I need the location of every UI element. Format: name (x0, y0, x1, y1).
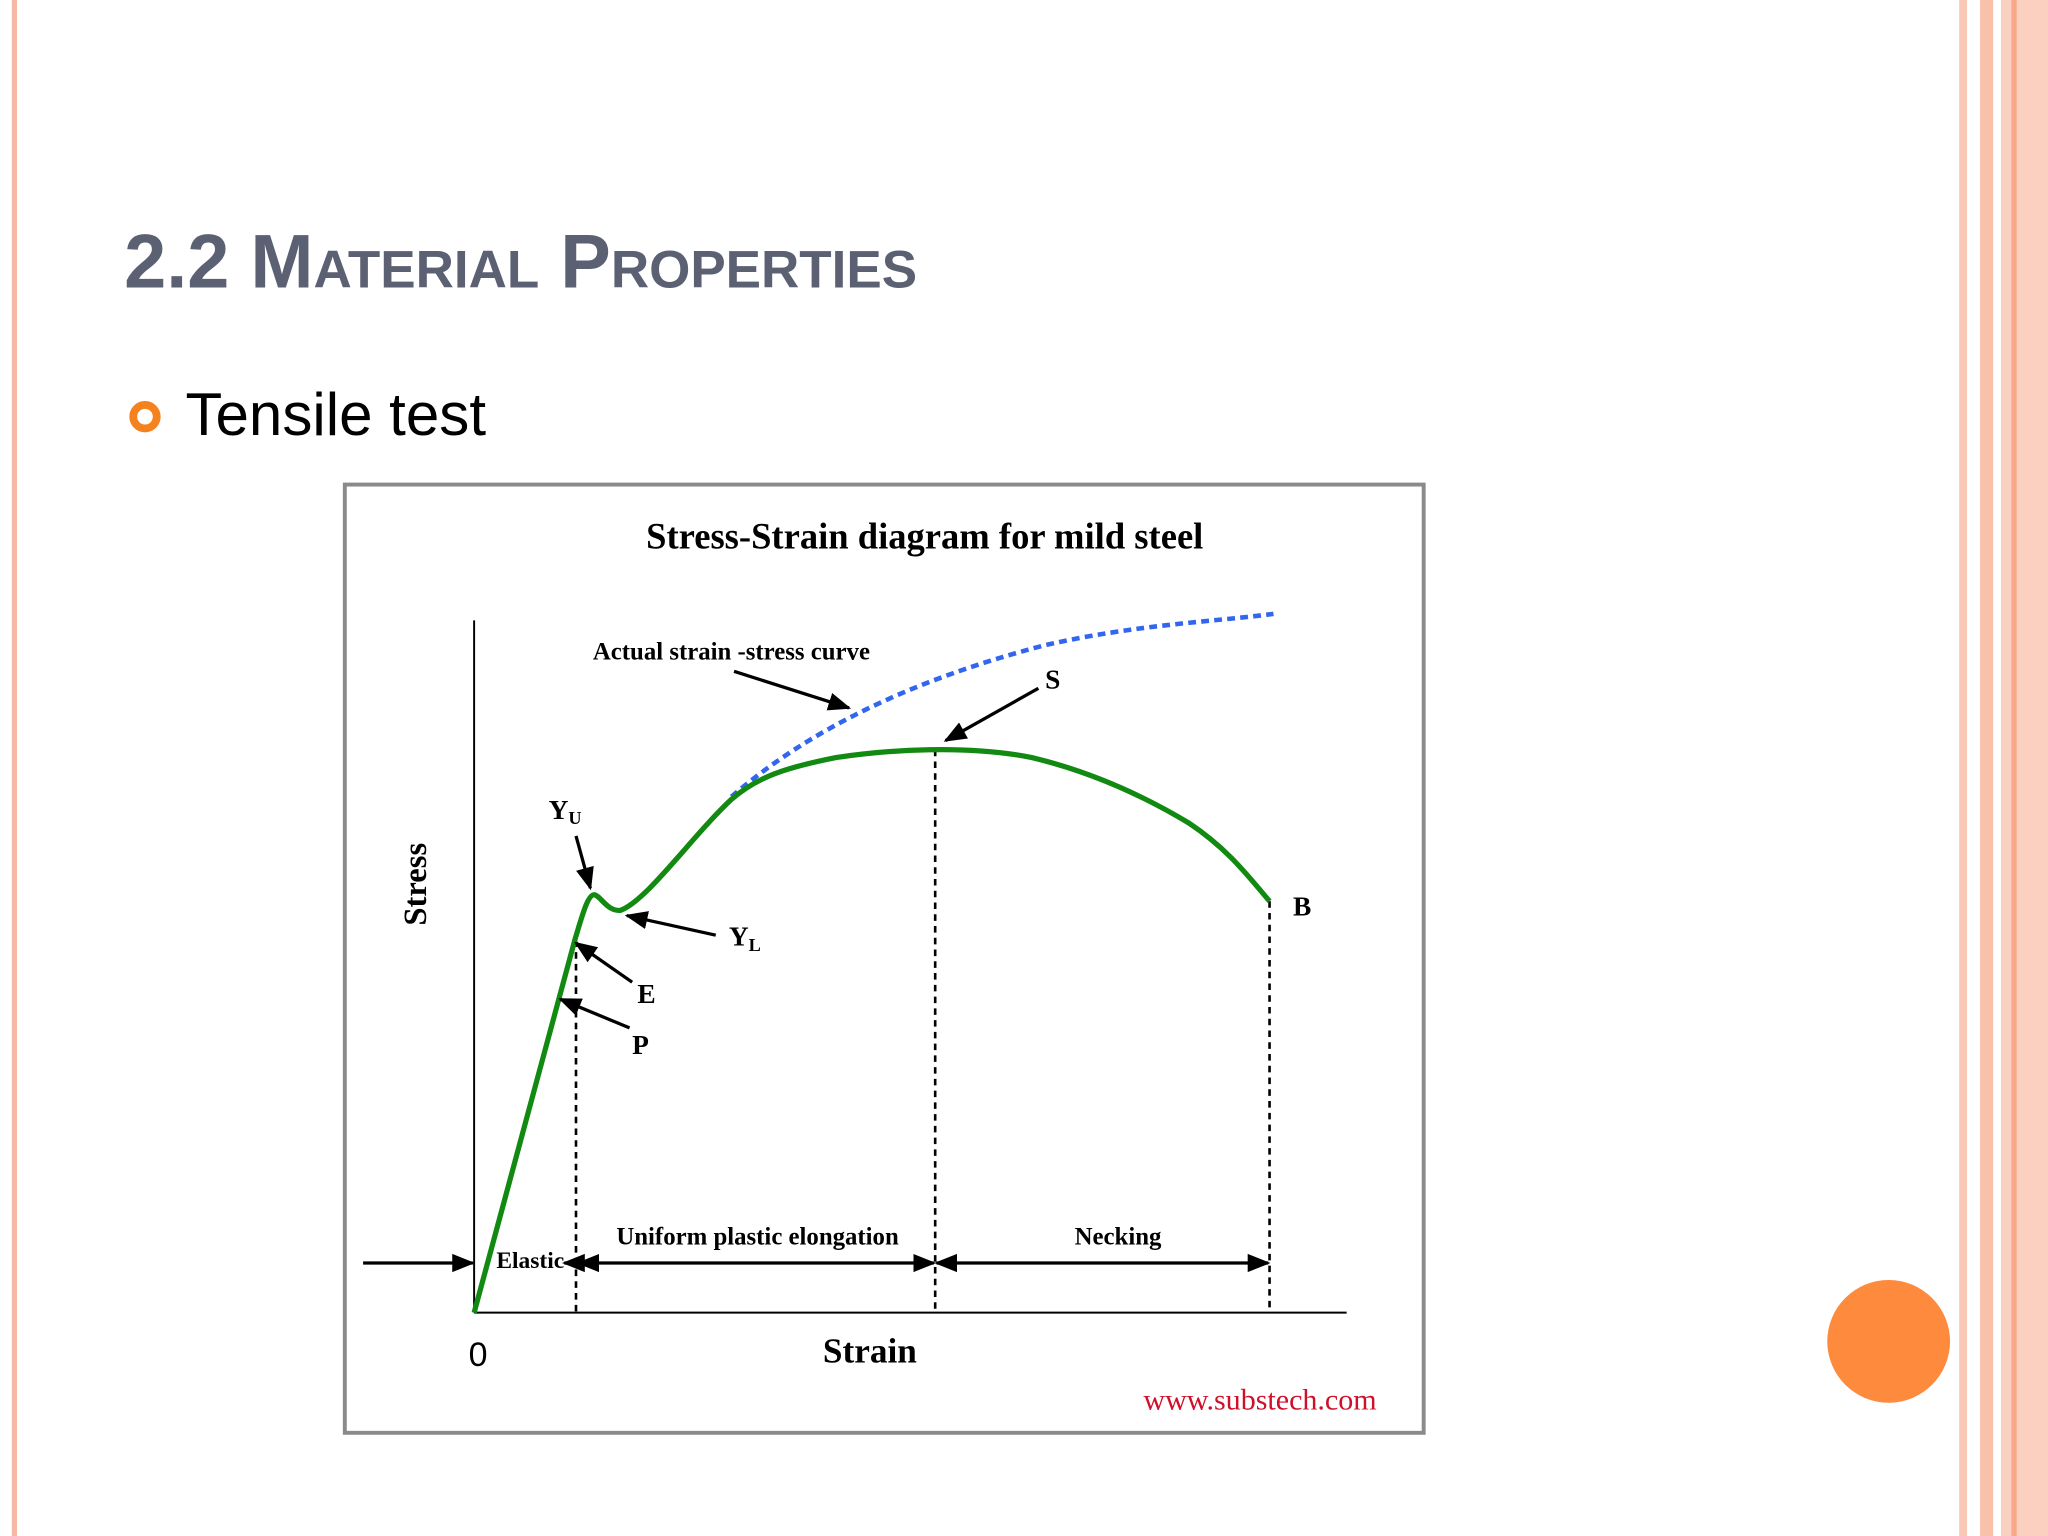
right-stripe (2011, 0, 2017, 1536)
point-label: YU (549, 795, 582, 828)
point-label: E (637, 979, 655, 1009)
right-stripe (1959, 0, 1968, 1536)
arrow (574, 941, 634, 984)
bullet-icon (129, 400, 161, 433)
label-sub: U (568, 808, 581, 828)
slide-title: 2.2 Material Properties (124, 219, 917, 304)
diagram-title: Stress-Strain diagram for mild steel (646, 516, 1203, 557)
arrow (574, 835, 594, 891)
y-axis-label: Stress (398, 843, 434, 926)
region-label: Necking (1075, 1224, 1162, 1251)
curve-label: Actual strain -stress curve (593, 639, 870, 666)
diagram: Stress-Strain diagram for mild steel Act… (342, 482, 1426, 1435)
actual-curve (729, 611, 1274, 799)
arrow (558, 997, 631, 1030)
right-stripe (1980, 0, 1994, 1536)
point-label: S (1045, 664, 1060, 694)
arrow (624, 911, 717, 937)
arrow (733, 669, 852, 711)
label-main: Y (729, 922, 749, 952)
point-label: B (1293, 892, 1311, 922)
label-sub: L (749, 935, 761, 955)
region-label: Uniform plastic elongation (616, 1224, 899, 1251)
region-label: Elastic (496, 1248, 564, 1274)
stress-strain-curve (471, 747, 1272, 1314)
decor-circle (1827, 1280, 1951, 1403)
bullet-text: Tensile test (185, 381, 486, 448)
point-label: P (632, 1030, 649, 1060)
right-stripe (2000, 0, 2048, 1536)
origin-label: 0 (469, 1336, 488, 1374)
diagram-frame (342, 482, 1426, 1435)
source-label: www.substech.com (1143, 1383, 1376, 1416)
label-main: Y (549, 795, 569, 825)
left-stripe (11, 0, 17, 1536)
point-label: YL (729, 922, 761, 955)
x-axis-label: Strain (823, 1331, 917, 1370)
arrow (943, 686, 1040, 742)
